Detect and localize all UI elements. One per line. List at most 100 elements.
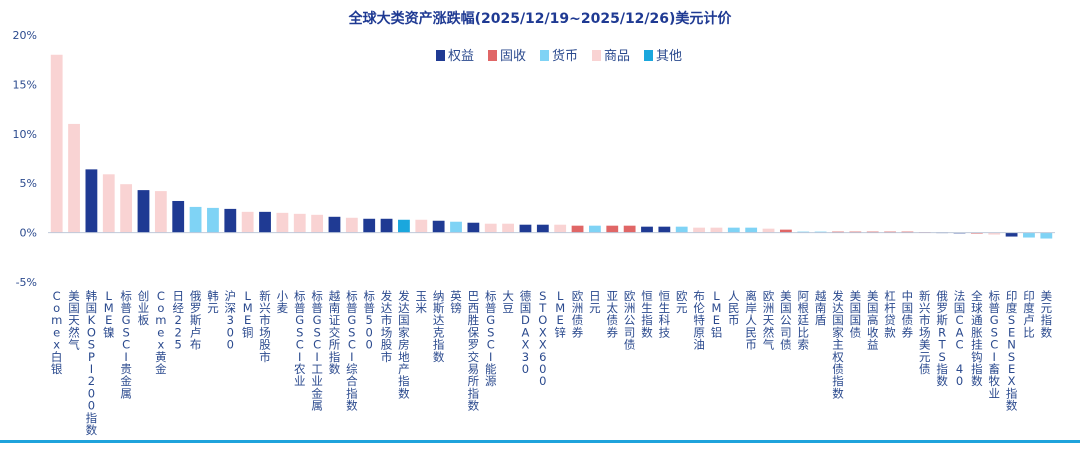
category-label: 小麦 <box>277 289 289 315</box>
bar <box>68 123 80 233</box>
y-tick-label: 20% <box>13 29 37 42</box>
category-label: 发达市场股市 <box>381 289 393 364</box>
category-label: 美国国债 <box>850 289 862 340</box>
category-label: 日经 2 2 5 <box>172 289 184 352</box>
bar <box>1040 232 1053 239</box>
category-label: 新兴市场股市 <box>259 289 271 364</box>
category-label: 欧元 <box>676 289 688 315</box>
category-label: 全球通胀挂钩指数 <box>971 289 983 388</box>
y-tick-label: 10% <box>13 128 37 141</box>
legend-label-commodity: 商品 <box>604 49 630 64</box>
bar <box>1005 232 1018 237</box>
category-label: 俄罗斯 R T S 指数 <box>936 289 948 388</box>
category-label: 标普 G S C I 工业金属 <box>311 289 323 413</box>
bar <box>1023 232 1035 238</box>
category-label: 英镑 <box>450 289 462 315</box>
category-label: 标普 G S C I 畜牧业 <box>988 289 1000 401</box>
category-label: 欧洲公司债 <box>624 289 636 352</box>
bars <box>50 54 1053 239</box>
bar <box>224 208 237 233</box>
category-label: 离岸人民币 <box>745 289 757 352</box>
category-label: 中国债券 <box>902 289 914 340</box>
legend-swatch-currency <box>540 50 549 61</box>
bar <box>502 223 514 233</box>
bar <box>102 174 115 233</box>
category-label: 发达国家房地产指数 <box>398 289 410 401</box>
legend-swatch-fixed <box>488 50 497 61</box>
bar <box>450 221 462 233</box>
bar <box>398 219 410 233</box>
y-tick-label: -5% <box>16 276 37 289</box>
bar <box>467 222 480 233</box>
bar <box>693 227 705 233</box>
category-label: 印度 S E N S E X 指数 <box>1006 289 1018 413</box>
legend-swatch-commodity <box>592 50 601 61</box>
category-label: 发达国家主权债指数 <box>832 289 844 401</box>
category-label: 大豆 <box>502 289 514 315</box>
bar <box>415 219 428 233</box>
bar <box>745 227 758 233</box>
category-label: 美国公司债 <box>780 289 792 352</box>
bar <box>623 225 636 233</box>
bar <box>172 200 185 233</box>
bar <box>710 227 723 233</box>
bar <box>207 207 219 233</box>
category-label: 布伦特原油 <box>693 289 705 352</box>
bar <box>554 224 567 233</box>
category-label: 亚太债券 <box>607 289 619 340</box>
category-label: 越南证交所指数 <box>329 289 341 376</box>
category-label: 玉米 <box>416 289 428 315</box>
bar <box>85 169 98 233</box>
bottom-rule <box>0 440 1080 443</box>
category-label: 美国高收益 <box>867 289 879 352</box>
bar <box>189 206 202 233</box>
bar <box>432 220 445 233</box>
bar <box>293 213 306 233</box>
category-label: 韩元 <box>207 289 219 315</box>
bar <box>727 227 740 233</box>
bar <box>50 54 63 233</box>
category-label: 恒生科技 <box>659 289 671 340</box>
category-label: 欧洲天然气 <box>763 289 775 352</box>
bar <box>779 229 792 233</box>
category-label: 印度卢比 <box>1023 289 1035 340</box>
category-label: 标普 5 0 0 <box>363 289 375 352</box>
category-label: 阿根廷比索 <box>798 289 810 352</box>
bar <box>519 224 532 233</box>
bar <box>589 225 601 233</box>
category-label: 标普 G S C I 能源 <box>485 289 497 388</box>
bar <box>571 225 584 233</box>
bar <box>120 184 133 233</box>
bar <box>658 226 671 233</box>
category-label: 日元 <box>589 289 601 315</box>
bar <box>484 223 497 233</box>
category-label: 巴西胜保罗交易所指数 <box>468 289 480 413</box>
category-label: 创业板 <box>138 289 150 327</box>
category-label: 恒生指数 <box>641 289 653 340</box>
bar <box>380 218 393 233</box>
category-label: 韩国 K O S P I 2 0 0 指数 <box>86 289 98 437</box>
bar <box>311 214 324 233</box>
category-label: 纳斯达克指数 <box>433 289 445 364</box>
category-label: 标普 G S C I 综合指数 <box>346 289 358 413</box>
category-label: 美元指数 <box>1041 289 1053 340</box>
bar <box>137 190 150 233</box>
bar <box>241 211 254 233</box>
legend-label-other: 其他 <box>656 49 682 64</box>
y-tick-label: 15% <box>13 78 37 91</box>
bar <box>641 226 653 233</box>
legend-swatch-equity <box>436 50 445 61</box>
bar <box>675 226 688 233</box>
category-label: 沪深 3 0 0 <box>225 289 237 352</box>
bar <box>259 211 271 233</box>
bar <box>328 216 341 233</box>
bar <box>345 217 358 233</box>
legend-label-currency: 货币 <box>552 48 578 64</box>
